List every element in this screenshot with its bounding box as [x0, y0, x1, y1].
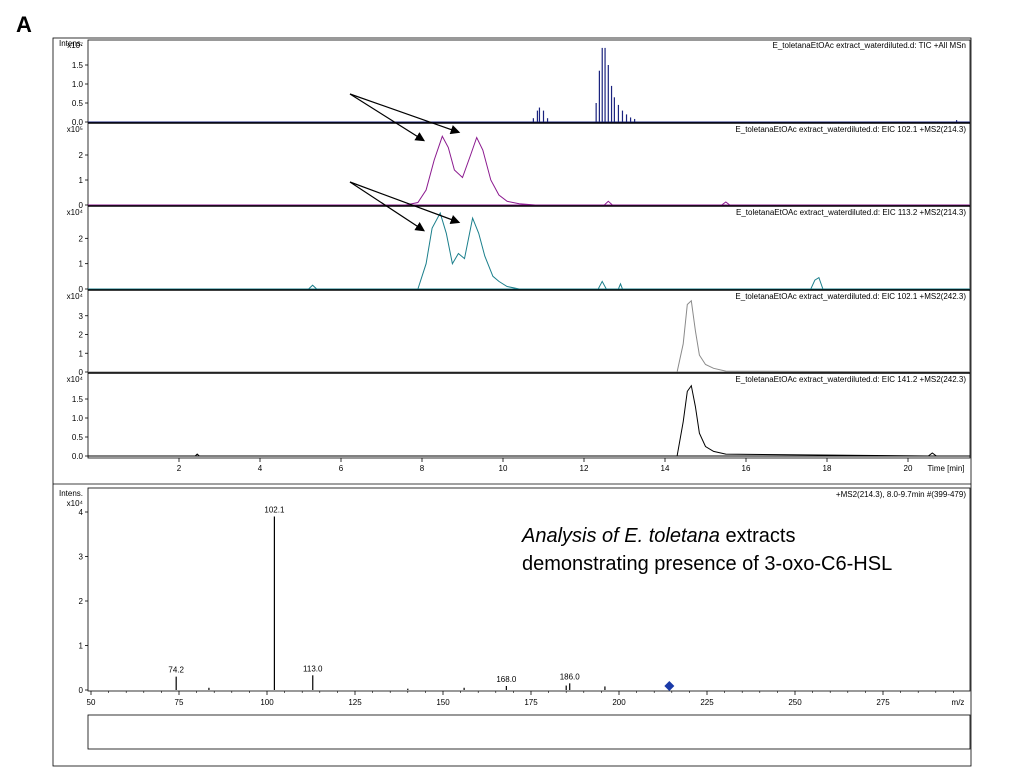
- y-tick-label: 1.5: [72, 395, 84, 404]
- peak-label: 74.2: [168, 666, 184, 675]
- trace-line: [98, 135, 969, 206]
- trace-title: E_toletanaEtOAc extract_waterdiluted.d: …: [736, 208, 966, 217]
- x-axis-label: m/z: [952, 698, 965, 707]
- x-tick-label: 150: [436, 698, 450, 707]
- y-exponent-label: x10⁴: [67, 499, 84, 508]
- x-tick-label: 50: [87, 698, 96, 707]
- y-tick-label: 1: [79, 260, 84, 269]
- y-tick-label: 3: [79, 312, 84, 321]
- y-tick-label: 0.5: [72, 99, 84, 108]
- y-tick-label: 1.0: [72, 414, 84, 423]
- trace-line: [98, 211, 969, 290]
- x-tick-label: 125: [348, 698, 362, 707]
- y-exponent-label: x10⁷: [67, 41, 83, 50]
- panel-label: A: [16, 12, 32, 37]
- y-tick-label: 2: [79, 597, 84, 606]
- y-tick-label: 1: [79, 642, 84, 651]
- y-tick-label: 0: [79, 686, 84, 695]
- x-tick-label: 16: [742, 464, 751, 473]
- peak-label: 186.0: [560, 672, 581, 681]
- annotation-arrow: [349, 181, 426, 232]
- trace-line: [98, 299, 969, 373]
- spectrum-frame: [87, 487, 971, 692]
- x-tick-label: 175: [524, 698, 538, 707]
- y-tick-label: 0: [79, 368, 84, 377]
- trace-title: E_toletanaEtOAc extract_waterdiluted.d: …: [772, 41, 966, 50]
- y-tick-label: 2: [79, 151, 84, 160]
- y-tick-label: 0.0: [72, 118, 84, 127]
- y-tick-label: 0: [79, 201, 84, 210]
- caption-text-1: extracts: [719, 525, 796, 547]
- figure-caption: Analysis of E. toletana extracts demonst…: [522, 522, 892, 578]
- x-tick-label: 12: [580, 464, 589, 473]
- y-tick-label: 0.0: [72, 452, 84, 461]
- x-tick-label: 4: [258, 464, 263, 473]
- x-tick-label: 18: [823, 464, 832, 473]
- trace-title: E_toletanaEtOAc extract_waterdiluted.d: …: [735, 375, 966, 384]
- outer-frame: [52, 37, 972, 767]
- trace-title: E_toletanaEtOAc extract_waterdiluted.d: …: [735, 125, 966, 134]
- y-tick-label: 2: [79, 234, 84, 243]
- empty-strip-frame: [87, 714, 971, 750]
- x-tick-label: 2: [177, 464, 182, 473]
- y-axis-label: Intens.: [59, 489, 83, 498]
- x-tick-label: 275: [876, 698, 890, 707]
- annotation-arrow: [349, 93, 461, 135]
- x-tick-label: 200: [612, 698, 626, 707]
- x-tick-label: 6: [339, 464, 344, 473]
- y-tick-label: 1: [79, 349, 84, 358]
- x-tick-label: 14: [661, 464, 670, 473]
- y-exponent-label: x10⁴: [67, 292, 84, 301]
- peak-label: 168.0: [496, 675, 517, 684]
- annotation-arrow: [349, 181, 461, 225]
- y-tick-label: 1: [79, 176, 84, 185]
- x-tick-label: 225: [700, 698, 714, 707]
- x-tick-label: 8: [420, 464, 425, 473]
- caption-line-2: demonstrating presence of 3-oxo-C6-HSL: [522, 553, 893, 575]
- x-tick-label: 250: [788, 698, 802, 707]
- caption-line-1: Analysis of E. toletana extracts: [522, 522, 892, 550]
- precursor-marker: [664, 681, 675, 691]
- peak-label: 113.0: [303, 664, 323, 673]
- caption-species: Analysis of E. toletana: [522, 525, 720, 547]
- y-exponent-label: x10⁵: [67, 125, 83, 134]
- y-tick-label: 1.5: [72, 61, 84, 70]
- x-axis-label: Time [min]: [927, 464, 964, 473]
- annotation-arrow: [349, 93, 426, 142]
- y-exponent-label: x10⁴: [67, 375, 84, 384]
- y-axis-label: Intens.: [59, 39, 83, 48]
- y-tick-label: 0.5: [72, 433, 84, 442]
- x-tick-label: 10: [499, 464, 508, 473]
- chromatogram-frame: [87, 39, 971, 459]
- y-exponent-label: x10⁴: [67, 208, 84, 217]
- y-tick-label: 2: [79, 331, 84, 340]
- spectrum-title: +MS2(214.3), 8.0-9.7min #(399-479): [836, 490, 966, 499]
- y-tick-label: 0: [79, 285, 84, 294]
- y-tick-label: 4: [79, 508, 84, 517]
- y-tick-label: 3: [79, 553, 84, 562]
- x-tick-label: 100: [260, 698, 274, 707]
- x-tick-label: 75: [175, 698, 184, 707]
- trace-line: [98, 384, 969, 457]
- peak-label: 102.1: [264, 505, 285, 514]
- trace-title: E_toletanaEtOAc extract_waterdiluted.d: …: [735, 292, 966, 301]
- y-tick-label: 1.0: [72, 80, 84, 89]
- x-tick-label: 20: [904, 464, 913, 473]
